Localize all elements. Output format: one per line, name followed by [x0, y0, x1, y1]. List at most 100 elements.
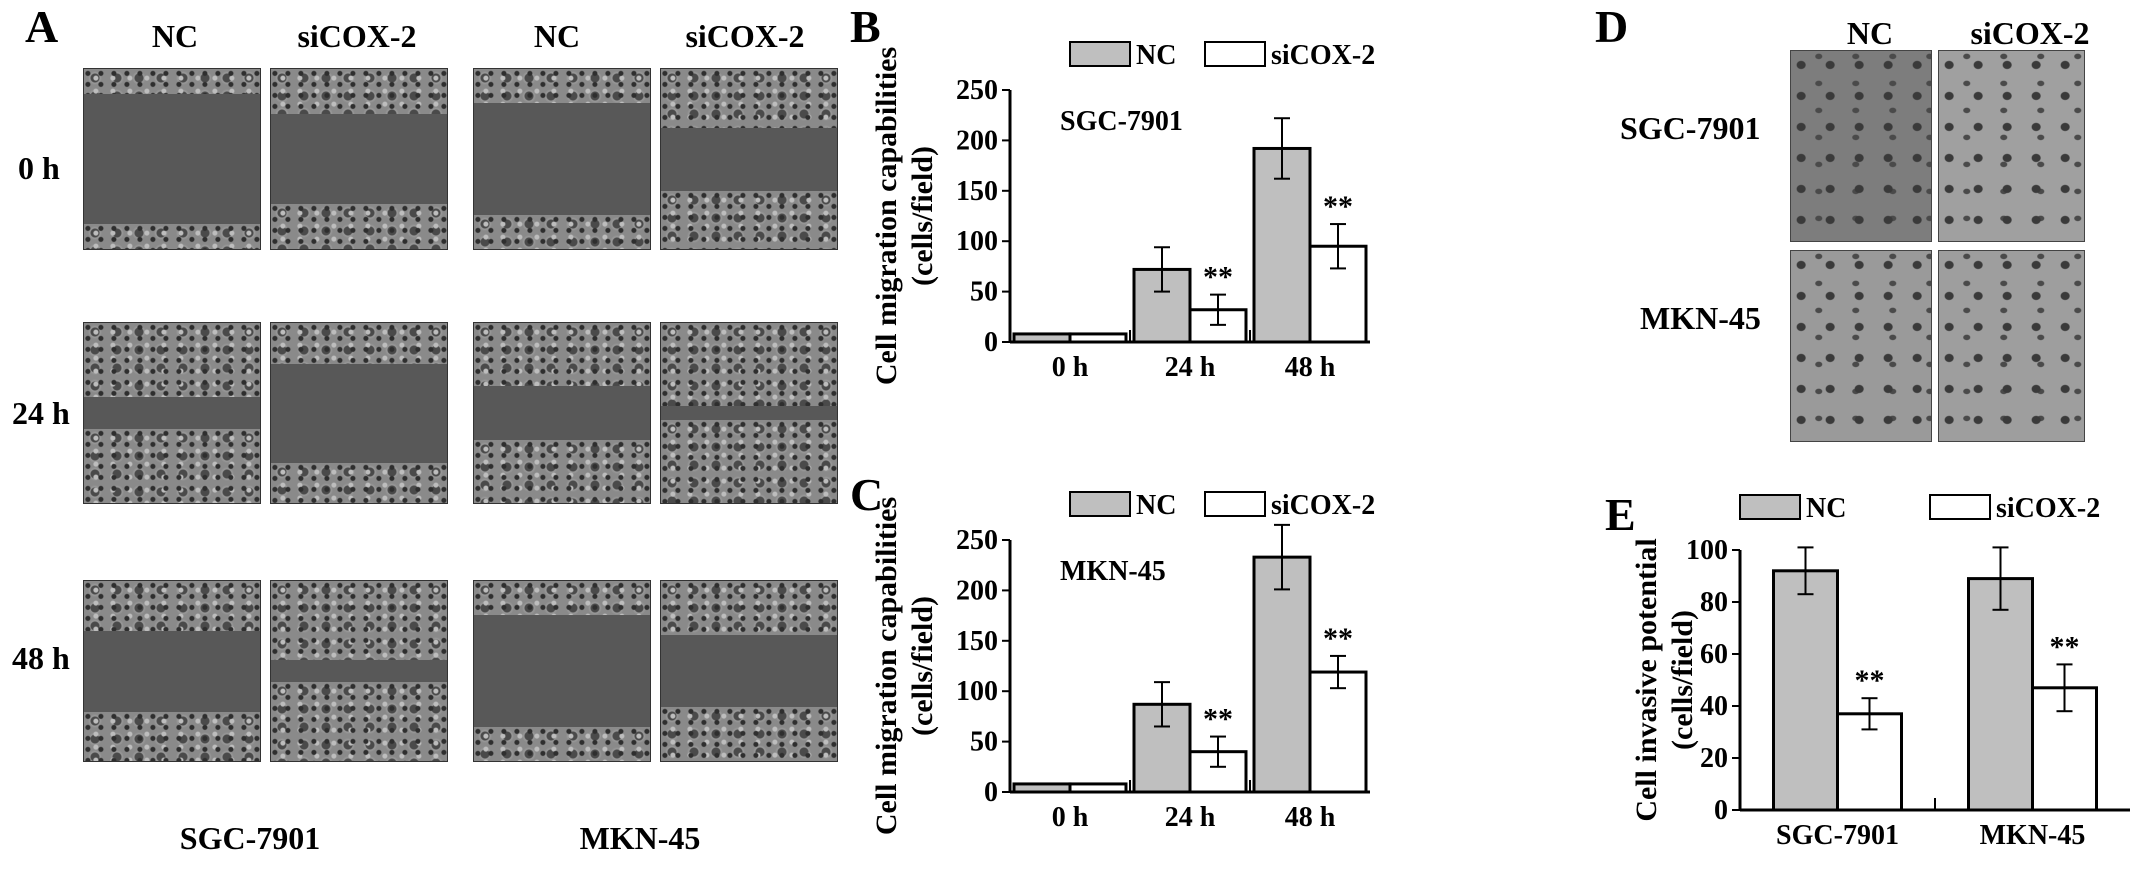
x-tick-label: 0 h [1052, 802, 1089, 833]
legend-label: NC [1136, 40, 1176, 71]
scratch-image-r0-c1 [270, 68, 448, 250]
cell-layer [661, 420, 837, 503]
cell-layer [474, 323, 650, 386]
cell-layer [271, 323, 447, 364]
bar-nc [1252, 555, 1312, 794]
legend-swatch [1204, 491, 1266, 517]
significance-marker: ** [2050, 630, 2080, 663]
panel-e-letter: E [1605, 489, 1636, 540]
cell-layer [271, 681, 447, 761]
scratch-image-r1-c0 [83, 322, 261, 504]
y-tick-label: 80 [1700, 587, 1728, 618]
cell-layer [661, 69, 837, 128]
scratch-col-header-nc-mkn: NC [533, 18, 581, 54]
bar-nc [1772, 569, 1839, 812]
cell-layer [271, 581, 447, 661]
cell-layer [474, 69, 650, 104]
significance-marker: ** [1323, 190, 1353, 223]
y-tick-label: 250 [956, 75, 998, 106]
scratch-row-label-48h: 48 h [12, 640, 70, 676]
cell-layer [661, 581, 837, 635]
bar-nc [1012, 782, 1072, 794]
scratch-image-r0-c2 [473, 68, 651, 250]
y-tick-label: 50 [970, 727, 998, 758]
y-tick-label: 60 [1700, 639, 1728, 670]
scratch-row-label-24h: 24 h [12, 395, 70, 431]
bar-nc [1012, 332, 1072, 344]
cell-layer [271, 462, 447, 503]
cell-layer [84, 429, 260, 503]
x-tick-label: 48 h [1285, 352, 1336, 383]
y-tick-label: 100 [956, 226, 998, 257]
transwell-row-label-mkn: MKN-45 [1640, 300, 1761, 336]
transwell-col-header-nc: NC [1846, 15, 1894, 51]
transwell-image-sgc-nc [1790, 50, 1932, 242]
y-tick-label: 40 [1700, 691, 1728, 722]
bar-sicox2 [1068, 782, 1128, 794]
significance-marker: ** [1203, 261, 1233, 294]
y-axis-label: Cell migration capabilities [870, 497, 903, 835]
panel-c-letter: C [850, 469, 884, 520]
cell-layer [474, 726, 650, 761]
x-tick-label: 48 h [1285, 802, 1336, 833]
y-tick-label: 100 [956, 676, 998, 707]
y-axis-label: Cell migration capabilities [870, 47, 903, 385]
panel-d-letter: D [1595, 1, 1629, 52]
x-tick-label: 24 h [1165, 802, 1216, 833]
y-axis-label: (cells/field) [906, 596, 939, 736]
y-tick-label: 100 [1686, 535, 1728, 566]
cell-layer [84, 323, 260, 397]
legend-swatch [1069, 41, 1131, 67]
y-axis-label: (cells/field) [906, 146, 939, 286]
x-tick-label: 24 h [1165, 352, 1216, 383]
cell-layer [84, 581, 260, 631]
cell-line-label-sgc: SGC-7901 [179, 820, 321, 856]
scratch-col-header-nc-sgc: NC [151, 18, 199, 54]
scratch-image-r2-c2 [473, 580, 651, 762]
cell-layer [84, 223, 260, 249]
y-tick-label: 200 [956, 125, 998, 156]
cell-layer [661, 323, 837, 406]
y-tick-label: 150 [956, 176, 998, 207]
legend-label: siCOX-2 [1271, 40, 1375, 71]
transwell-col-header-si: siCOX-2 [1970, 15, 2090, 51]
cell-layer [661, 707, 837, 761]
chart-b-sgc-migration: Cell migration capabilities (cells/field)… [870, 40, 1375, 385]
cell-layer [84, 69, 260, 95]
transwell-row-label-sgc: SGC-7901 [1620, 110, 1761, 146]
x-tick-label: MKN-45 [1980, 820, 2086, 851]
cell-layer [271, 204, 447, 249]
chart-c-mkn-migration: Cell migration capabilities (cells/field)… [870, 490, 1375, 835]
cell-line-label-mkn: MKN-45 [579, 820, 701, 856]
x-tick-label: 0 h [1052, 352, 1089, 383]
y-tick-label: 50 [970, 277, 998, 308]
cell-layer [271, 69, 447, 114]
legend-swatch [1204, 41, 1266, 67]
bar-sicox2 [1308, 670, 1368, 794]
y-tick-label: 200 [956, 575, 998, 606]
legend-swatch [1069, 491, 1131, 517]
scratch-image-r0-c0 [83, 68, 261, 250]
chart-e-invasion: Cell invasive potential (cells/field) 0 20 4… [1630, 493, 2130, 851]
y-tick-label: 20 [1700, 743, 1728, 774]
panel-b-letter: B [850, 1, 881, 52]
y-tick-label: 250 [956, 525, 998, 556]
scratch-image-r2-c1 [270, 580, 448, 762]
scratch-image-r2-c0 [83, 580, 261, 762]
transwell-image-mkn-nc [1790, 250, 1932, 442]
transwell-image-sgc-si [1938, 50, 2085, 242]
chart-annotation: MKN-45 [1060, 556, 1166, 587]
cell-layer [84, 711, 260, 761]
legend-swatch [1929, 494, 1991, 520]
bar-sicox2 [1068, 332, 1128, 344]
y-axis-label: Cell invasive potential [1630, 538, 1663, 821]
scratch-image-r0-c3 [660, 68, 838, 250]
legend-label: NC [1136, 490, 1176, 521]
y-axis-label: (cells/field) [1666, 610, 1699, 750]
y-tick-label: 0 [1714, 795, 1728, 826]
panel-a-letter: A [25, 1, 59, 52]
cell-layer [474, 214, 650, 249]
significance-marker: ** [1323, 622, 1353, 655]
y-tick-label: 150 [956, 626, 998, 657]
scratch-col-header-si-mkn: siCOX-2 [685, 18, 805, 54]
